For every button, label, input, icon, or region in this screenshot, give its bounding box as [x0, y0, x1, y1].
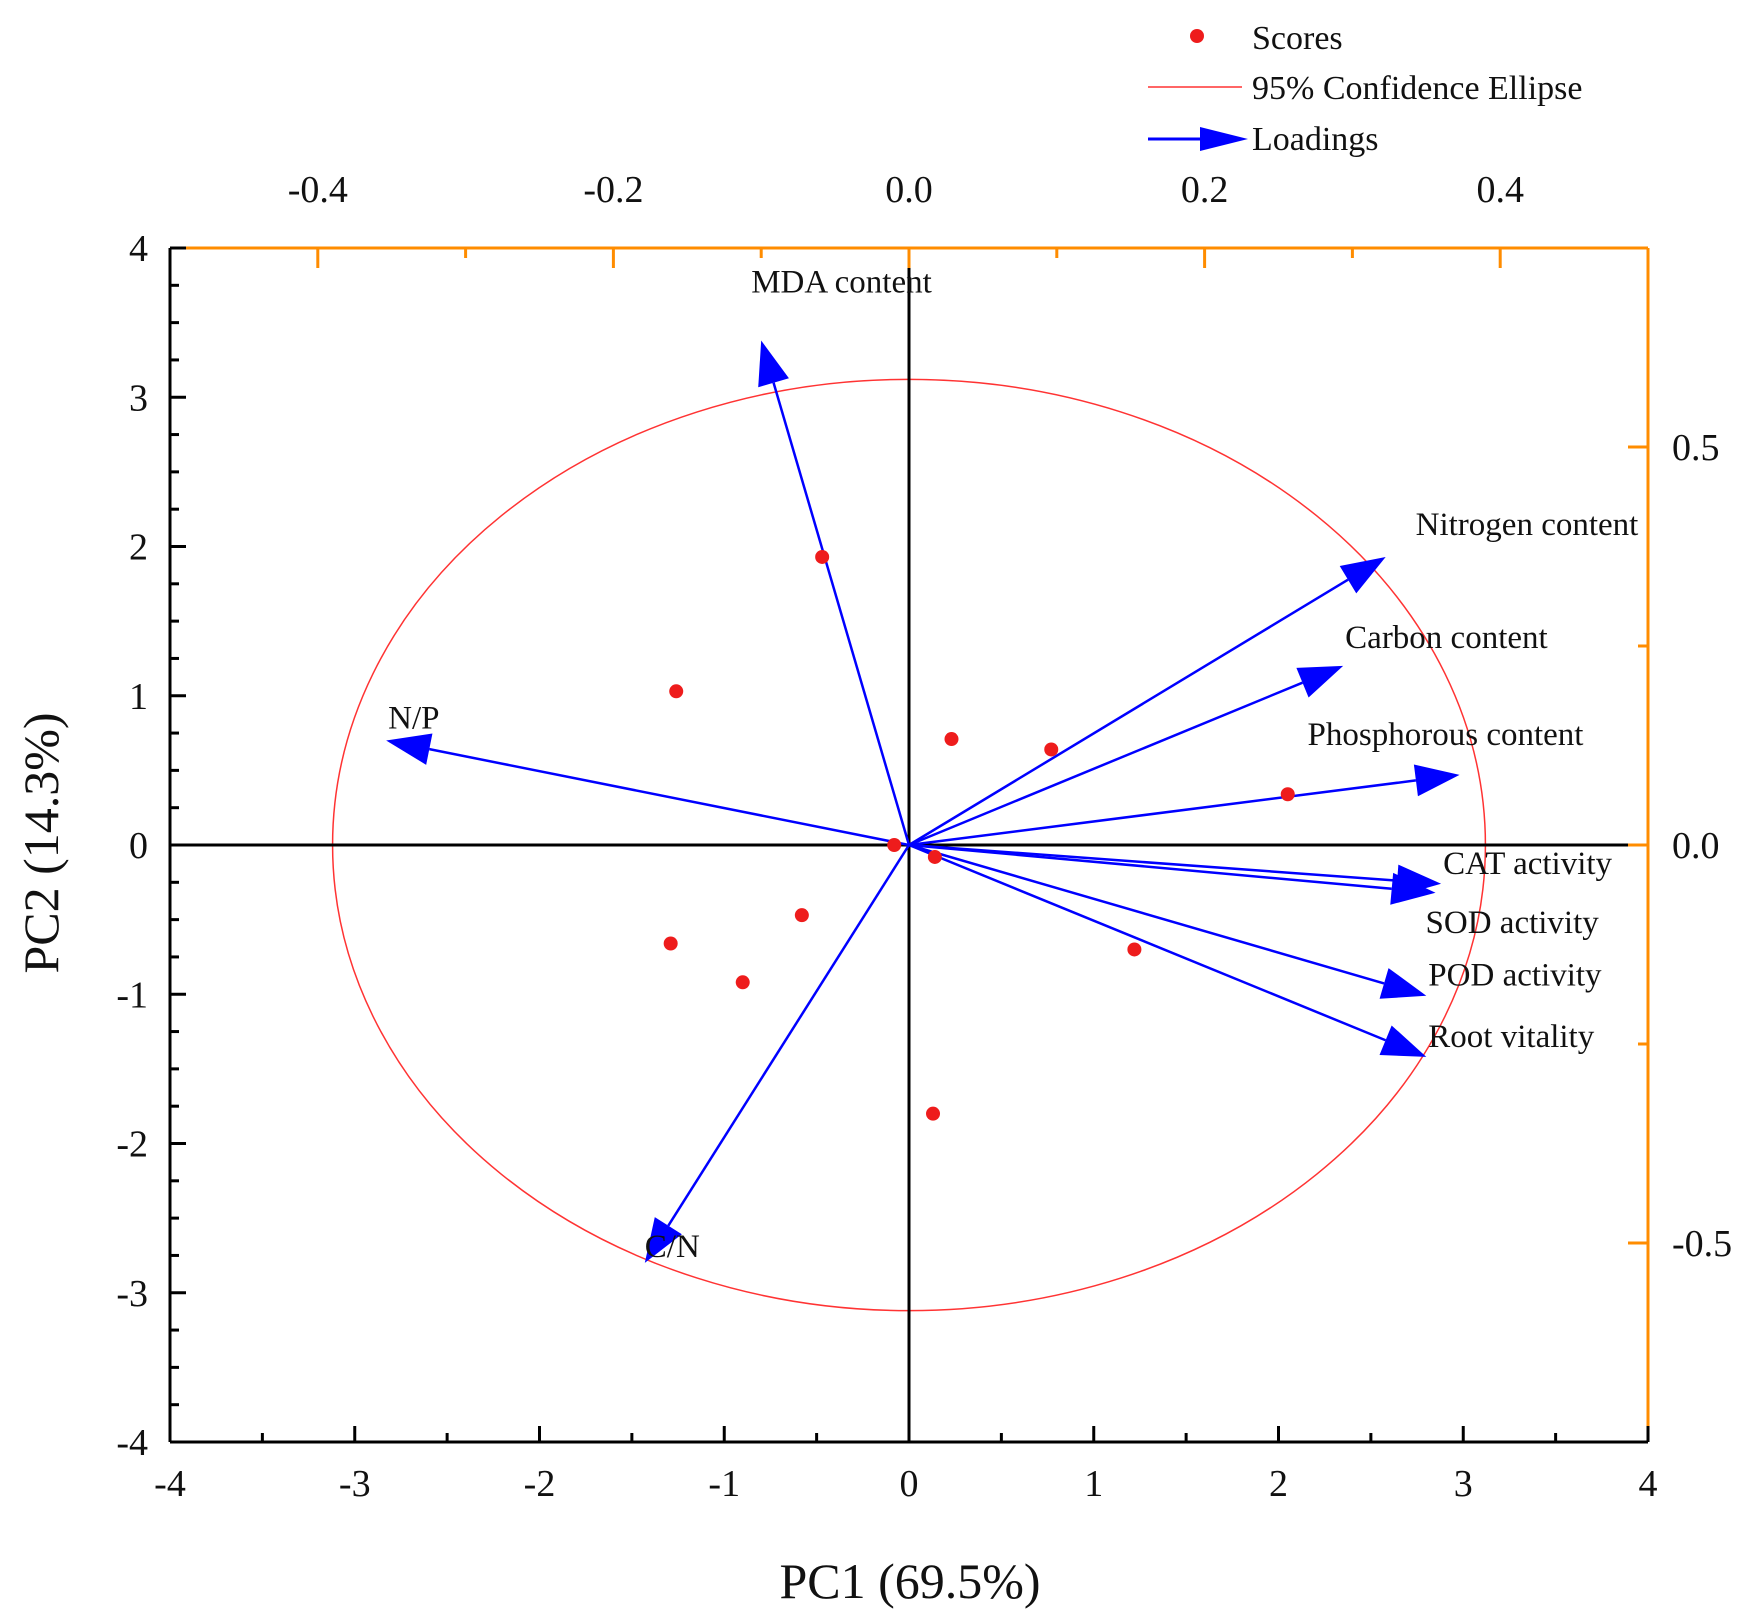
left-axis-ticks: -4 -3 -2 -1 0 1 2 3 4	[116, 228, 186, 1464]
x-tick-label: 1	[1084, 1463, 1103, 1505]
loading-arrow-shaft	[908, 578, 1349, 847]
loading-label: Phosphorous content	[1308, 717, 1584, 753]
loading-arrow-shaft	[772, 382, 911, 846]
legend-loadings-label: Loadings	[1252, 121, 1379, 158]
legend-scores-marker	[1190, 29, 1204, 43]
loading-arrow-shaft	[429, 747, 910, 847]
loading-arrow-shaft	[908, 779, 1417, 847]
x-tick-label: 2	[1269, 1463, 1288, 1505]
x-tick-label: -4	[154, 1463, 186, 1505]
loading-arrowhead	[1413, 764, 1460, 797]
score-point	[663, 936, 678, 951]
score-point	[887, 838, 902, 852]
loading-arrowhead	[386, 733, 433, 765]
loading-arrow-shaft	[908, 843, 1387, 1042]
loadings-vectors: MDA content Nitrogen content Carbon conten…	[386, 265, 1638, 1265]
loading-label: N/P	[388, 701, 439, 737]
loading-label: CAT activity	[1443, 846, 1612, 882]
scores-points	[663, 549, 1295, 1121]
loading-arrowhead	[1339, 556, 1386, 594]
legend: Scores 95% Confidence Ellipse Loadings	[1148, 20, 1582, 158]
score-point	[735, 975, 750, 990]
loading-label: C/N	[645, 1229, 700, 1265]
loading-arrowhead	[1379, 968, 1427, 999]
loading-arrowhead	[1296, 665, 1344, 698]
top-axis-ticks: -0.4 -0.2 0.0 0.2 0.4	[288, 169, 1524, 268]
score-point	[815, 549, 830, 564]
legend-loadings-arrowhead	[1200, 127, 1248, 151]
bottom-axis-ticks: -4 -3 -2 -1 0 1 2 3 4	[154, 1426, 1658, 1505]
y-tick-label: -4	[116, 1422, 148, 1464]
loading-arrow-shaft	[908, 681, 1303, 847]
top-tick-label: 0.0	[885, 169, 933, 211]
y-tick-label: 4	[129, 228, 148, 270]
score-point	[669, 684, 684, 699]
loading-arrowhead	[644, 1217, 682, 1263]
score-point	[944, 732, 959, 747]
top-tick-label: -0.4	[288, 169, 348, 211]
score-point	[794, 908, 809, 923]
loading-arrowhead	[1390, 872, 1436, 905]
x-tick-label: -3	[339, 1463, 371, 1505]
loading-arrowhead	[1379, 1025, 1427, 1057]
top-tick-label: 0.4	[1476, 169, 1524, 211]
loading-arrow-shaft	[667, 844, 911, 1227]
y-tick-label: 0	[129, 825, 148, 867]
y-tick-label: 3	[129, 377, 148, 419]
right-tick-label: 0.0	[1672, 825, 1720, 867]
loading-arrowhead	[758, 340, 789, 388]
score-point	[1280, 787, 1295, 802]
right-tick-label: -0.5	[1672, 1223, 1732, 1265]
right-axis-ticks: 0.5 0.0 -0.5	[1628, 427, 1732, 1265]
x-tick-label: -1	[708, 1463, 740, 1505]
y-axis-title: PC2 (14.3%)	[13, 712, 69, 973]
loading-label: Nitrogen content	[1416, 507, 1639, 543]
legend-ellipse-label: 95% Confidence Ellipse	[1252, 70, 1582, 107]
x-tick-label: 4	[1639, 1463, 1658, 1505]
score-point	[1127, 942, 1142, 957]
score-point	[927, 849, 942, 864]
y-tick-label: 2	[129, 527, 148, 569]
loading-label: MDA content	[751, 265, 932, 301]
loading-label: Carbon content	[1345, 620, 1548, 656]
score-point	[1044, 742, 1059, 757]
x-axis-title: PC1 (69.5%)	[779, 1553, 1040, 1609]
loading-arrow-shaft	[908, 843, 1385, 985]
loading-arrow-shaft	[908, 843, 1398, 882]
loading-label: SOD activity	[1426, 905, 1600, 941]
loading-arrow-shaft	[908, 843, 1392, 891]
y-tick-label: -1	[116, 974, 148, 1016]
y-tick-label: 1	[129, 676, 148, 718]
x-tick-label: 0	[900, 1463, 919, 1505]
x-tick-label: -2	[524, 1463, 556, 1505]
y-tick-label: -2	[116, 1124, 148, 1166]
y-tick-label: -3	[116, 1273, 148, 1315]
top-tick-label: 0.2	[1181, 169, 1229, 211]
x-tick-label: 3	[1454, 1463, 1473, 1505]
loading-label: Root vitality	[1428, 1019, 1594, 1055]
score-point	[926, 1106, 941, 1121]
top-tick-label: -0.2	[583, 169, 643, 211]
loading-label: POD activity	[1428, 958, 1602, 994]
right-tick-label: 0.5	[1672, 427, 1720, 469]
legend-scores-label: Scores	[1252, 20, 1343, 57]
